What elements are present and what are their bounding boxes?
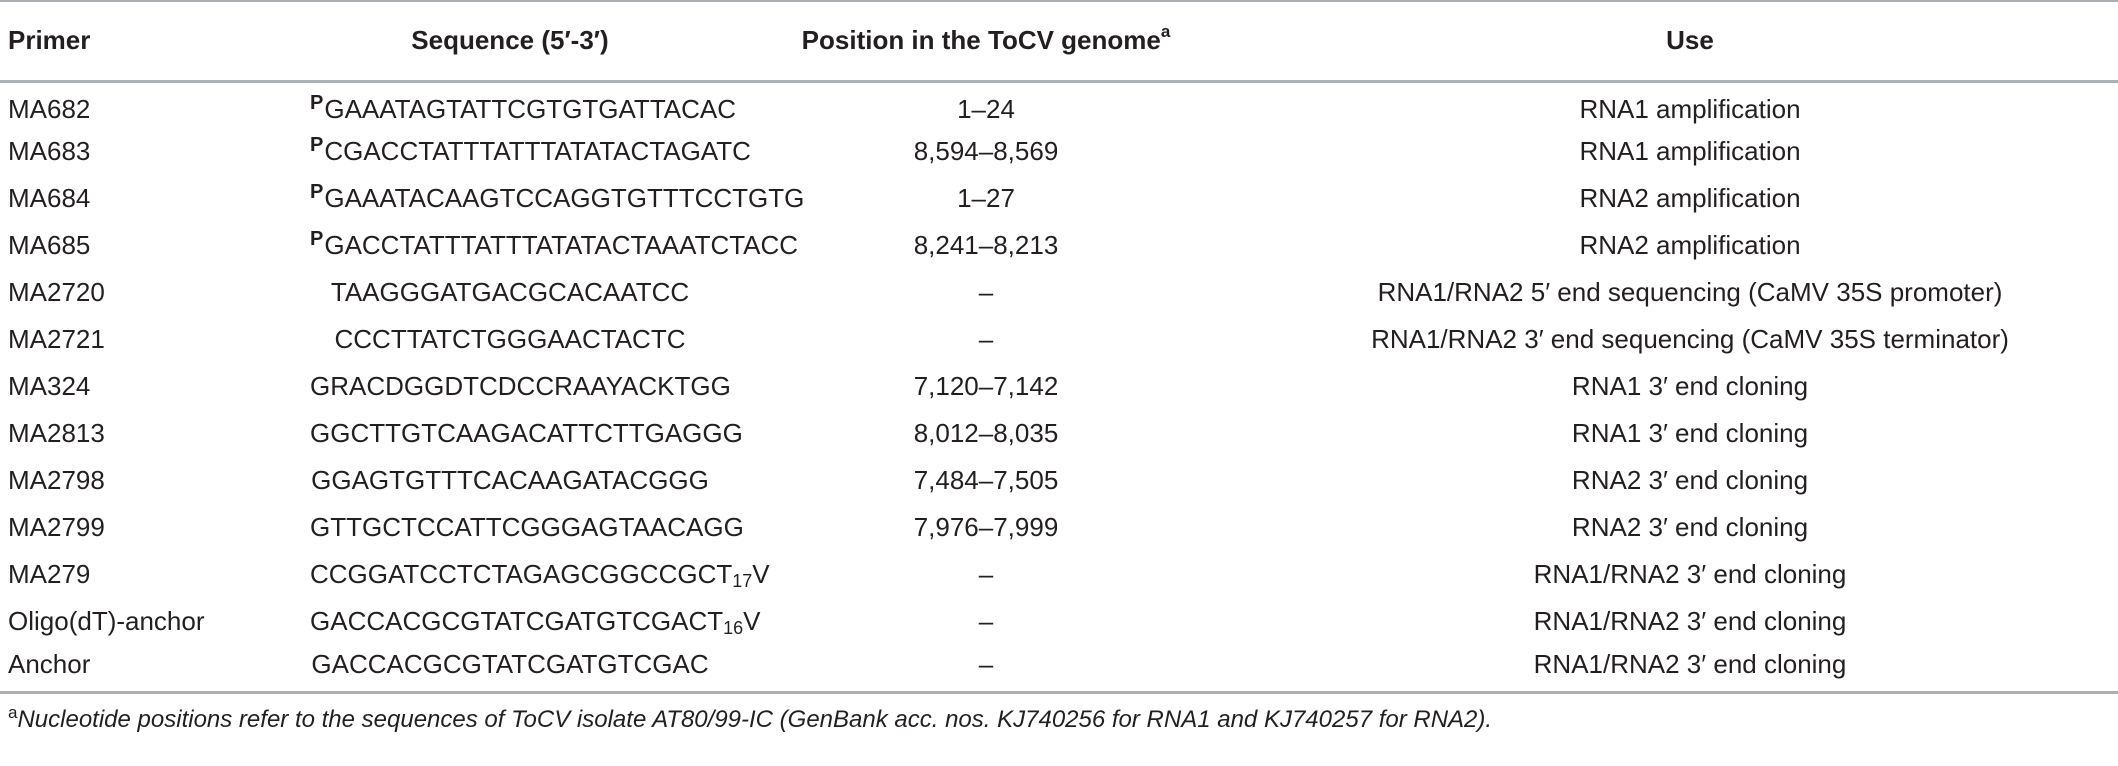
cell-primer: MA683 bbox=[8, 136, 91, 166]
sequence-text: GACCACGCGTATCGATGTCGAC bbox=[311, 649, 709, 680]
sequence-subscript: 16 bbox=[723, 618, 744, 638]
phosphorylation-mark: P bbox=[310, 228, 324, 250]
cell-primer: MA684 bbox=[8, 183, 91, 213]
table-row: MA324 GRACDGGDTCDCCRAAYACKTGG 7,120–7,142 R… bbox=[0, 363, 2118, 410]
cell-sequence: GACCACGCGTATCGATGTCGACT16V bbox=[310, 598, 760, 645]
cell-use: RNA1 amplification bbox=[1579, 136, 1801, 166]
table-row: MA279 CCGGATCCTCTAGAGCGGCCGCT17V – RNA1/RNA… bbox=[0, 551, 2118, 598]
sequence-text: GRACDGGDTCDCCRAAYACKTGG bbox=[310, 371, 731, 401]
sequence-text: GGCTTGTCAAGACATTCTTGAGGG bbox=[310, 418, 743, 448]
header-position-label: Position in the ToCV genome bbox=[801, 25, 1161, 56]
phosphorylation-mark: P bbox=[310, 91, 324, 114]
cell-use: RNA2 amplification bbox=[1579, 183, 1801, 213]
cell-use: RNA2 3′ end cloning bbox=[1571, 465, 1809, 495]
primer-table-container: Primer Sequence (5′-3′) Position in the … bbox=[0, 0, 2118, 734]
sequence-tail: V bbox=[743, 606, 761, 636]
sequence-text: TAAGGGATGACGCACAATCC bbox=[330, 277, 690, 307]
cell-sequence: GACCACGCGTATCGATGTCGAC bbox=[310, 645, 710, 692]
cell-position: – bbox=[978, 606, 994, 636]
cell-primer: MA682 bbox=[8, 93, 91, 124]
sequence-text: CCCTTATCTGGGAACTACTC bbox=[334, 324, 686, 354]
cell-position: – bbox=[978, 277, 994, 307]
footnote-text: Nucleotide positions refer to the sequen… bbox=[17, 705, 1493, 733]
sequence-text: CCGGATCCTCTAGAGCGGCCGCT bbox=[310, 559, 733, 589]
cell-sequence: PCGACCTATTTATTTATATACTAGATC bbox=[310, 128, 751, 175]
cell-sequence: GRACDGGDTCDCCRAAYACKTGG bbox=[310, 363, 731, 410]
phosphorylation-mark: P bbox=[310, 134, 324, 156]
sequence-text: GTTGCTCCATTCGGGAGTAACAGG bbox=[310, 512, 744, 542]
cell-sequence: PGAAATAGTATTCGTGTGATTACAC bbox=[310, 81, 736, 128]
cell-sequence: PGACCTATTTATTTATATACTAAATCTACC bbox=[310, 222, 798, 269]
sequence-text: CGACCTATTTATTTATATACTAGATC bbox=[324, 136, 751, 166]
cell-use: RNA1/RNA2 5′ end sequencing (CaMV 35S pr… bbox=[1377, 277, 2003, 307]
cell-sequence: PGAAATACAAGTCCAGGTGTTTCCTGTG bbox=[310, 175, 804, 222]
table-body: MA682 PGAAATAGTATTCGTGTGATTACAC 1–24 RNA1 a… bbox=[0, 81, 2118, 692]
sequence-subscript: 17 bbox=[732, 571, 753, 591]
cell-sequence: CCGGATCCTCTAGAGCGGCCGCT17V bbox=[310, 551, 770, 598]
table-row: MA685 PGACCTATTTATTTATATACTAAATCTACC 8,241… bbox=[0, 222, 2118, 269]
cell-use: RNA1/RNA2 3′ end cloning bbox=[1533, 606, 1847, 636]
table-row: MA682 PGAAATAGTATTCGTGTGATTACAC 1–24 RNA1 a… bbox=[0, 81, 2118, 128]
cell-position: – bbox=[978, 649, 994, 680]
cell-primer: MA279 bbox=[8, 559, 91, 589]
sequence-tail: V bbox=[752, 559, 770, 589]
sequence-text: GACCTATTTATTTATATACTAAATCTACC bbox=[324, 230, 799, 260]
cell-sequence: GGAGTGTTTCACAAGATACGGG bbox=[310, 457, 710, 504]
cell-sequence: CCCTTATCTGGGAACTACTC bbox=[310, 316, 710, 363]
table-header-row: Primer Sequence (5′-3′) Position in the … bbox=[0, 0, 2118, 83]
table-row: MA2813 GGCTTGTCAAGACATTCTTGAGGG 8,012–8,03… bbox=[0, 410, 2118, 457]
cell-primer: MA2720 bbox=[8, 277, 105, 307]
cell-use: RNA1 3′ end cloning bbox=[1571, 418, 1809, 448]
cell-use: RNA1/RNA2 3′ end sequencing (CaMV 35S te… bbox=[1371, 324, 2009, 354]
table-row: MA2721 CCCTTATCTGGGAACTACTC – RNA1/RNA2 3′ … bbox=[0, 316, 2118, 363]
cell-use: RNA2 amplification bbox=[1579, 230, 1801, 260]
cell-sequence: GTTGCTCCATTCGGGAGTAACAGG bbox=[310, 504, 744, 551]
cell-sequence: GGCTTGTCAAGACATTCTTGAGGG bbox=[310, 410, 743, 457]
cell-primer: MA2721 bbox=[8, 324, 105, 354]
cell-primer: MA2798 bbox=[8, 465, 105, 495]
cell-position: 7,484–7,505 bbox=[913, 465, 1059, 495]
cell-primer: MA2799 bbox=[8, 512, 105, 542]
sequence-text: GAAATAGTATTCGTGTGATTACAC bbox=[324, 93, 737, 124]
cell-position: 8,241–8,213 bbox=[913, 230, 1059, 260]
cell-primer: MA324 bbox=[8, 371, 91, 401]
cell-primer: MA685 bbox=[8, 230, 91, 260]
table-row: Anchor GACCACGCGTATCGATGTCGAC – RNA1/RNA2 3… bbox=[0, 645, 2118, 692]
header-position-footnote-mark: a bbox=[1160, 22, 1171, 42]
sequence-text: GAAATACAAGTCCAGGTGTTTCCTGTG bbox=[324, 183, 805, 213]
sequence-text: GACCACGCGTATCGATGTCGACT bbox=[310, 606, 724, 636]
cell-use: RNA1 amplification bbox=[1579, 93, 1801, 124]
phosphorylation-mark: P bbox=[310, 181, 324, 203]
table-footnote: aNucleotide positions refer to the seque… bbox=[0, 694, 2118, 734]
table-row: MA2799 GTTGCTCCATTCGGGAGTAACAGG 7,976–7,99… bbox=[0, 504, 2118, 551]
footnote-mark: a bbox=[8, 702, 18, 722]
header-primer: Primer bbox=[0, 0, 310, 83]
cell-position: 7,976–7,999 bbox=[913, 512, 1059, 542]
header-sequence: Sequence (5′-3′) bbox=[310, 0, 710, 83]
cell-position: – bbox=[978, 559, 994, 589]
cell-position: – bbox=[978, 324, 994, 354]
cell-position: 1–24 bbox=[957, 93, 1015, 124]
cell-use: RNA1/RNA2 3′ end cloning bbox=[1533, 559, 1847, 589]
cell-use: RNA2 3′ end cloning bbox=[1571, 512, 1809, 542]
cell-primer: Oligo(dT)-anchor bbox=[8, 606, 205, 636]
cell-primer: MA2813 bbox=[8, 418, 105, 448]
table-row: MA684 PGAAATACAAGTCCAGGTGTTTCCTGTG 1–27 RNA… bbox=[0, 175, 2118, 222]
table-row: MA2798 GGAGTGTTTCACAAGATACGGG 7,484–7,505 R… bbox=[0, 457, 2118, 504]
cell-position: 1–27 bbox=[957, 183, 1015, 213]
cell-use: RNA1 3′ end cloning bbox=[1571, 371, 1809, 401]
primer-table: Primer Sequence (5′-3′) Position in the … bbox=[0, 0, 2118, 692]
header-position: Position in the ToCV genomea bbox=[710, 0, 1262, 83]
table-row: MA2720 TAAGGGATGACGCACAATCC – RNA1/RNA2 5′ … bbox=[0, 269, 2118, 316]
table-row: MA683 PCGACCTATTTATTTATATACTAGATC 8,594–8,… bbox=[0, 128, 2118, 175]
sequence-text: GGAGTGTTTCACAAGATACGGG bbox=[311, 465, 709, 495]
cell-position: 8,594–8,569 bbox=[913, 136, 1059, 166]
cell-position: 7,120–7,142 bbox=[913, 371, 1059, 401]
cell-sequence: TAAGGGATGACGCACAATCC bbox=[310, 269, 710, 316]
cell-position: 8,012–8,035 bbox=[913, 418, 1059, 448]
header-use: Use bbox=[1262, 0, 2118, 83]
table-row: Oligo(dT)-anchor GACCACGCGTATCGATGTCGACT1… bbox=[0, 598, 2118, 645]
cell-use: RNA1/RNA2 3′ end cloning bbox=[1533, 649, 1847, 680]
cell-primer: Anchor bbox=[8, 649, 91, 680]
